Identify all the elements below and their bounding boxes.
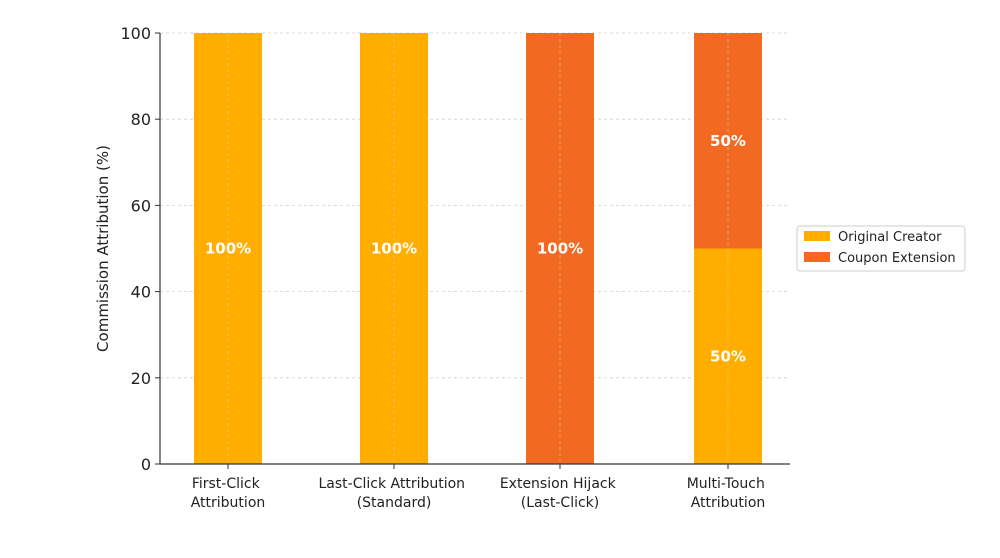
y-tick-label: 20 (131, 369, 151, 388)
data-label: 100% (205, 240, 251, 258)
x-tick-label-line: First-Click (192, 476, 264, 492)
bar-coupon-extension (694, 33, 762, 249)
x-tick-label-line: (Standard) (357, 495, 432, 511)
x-tick-label: Multi-Touch Attribution (687, 476, 770, 511)
x-tick-label-line: Multi-Touch (687, 476, 770, 492)
y-tick-label: 60 (131, 196, 151, 215)
y-tick-label: 100 (120, 24, 151, 43)
y-tick-label: 40 (131, 283, 151, 302)
y-tick-label: 80 (131, 110, 151, 129)
legend-swatch (804, 252, 830, 262)
legend-swatch (804, 231, 830, 241)
x-tick-label: Last-Click Attribution (Standard) (318, 476, 469, 511)
x-tick-label-line: Attribution (191, 495, 266, 511)
x-tick-label-line: Attribution (691, 495, 766, 511)
bar-original-creator (694, 248, 762, 464)
x-tick-label-line: Last-Click Attribution (318, 476, 469, 492)
legend-label: Original Creator (838, 230, 942, 245)
data-label: 100% (371, 240, 417, 258)
data-label: 50% (710, 347, 746, 365)
legend-label: Coupon Extension (838, 251, 956, 266)
y-axis-label: Commission Attribution (%) (94, 145, 112, 352)
y-tick-label: 0 (141, 455, 151, 474)
x-tick-label: First-Click Attribution (191, 476, 266, 511)
data-label: 50% (710, 132, 746, 150)
bar-coupon-extension (526, 33, 594, 464)
x-tick-label: Extension Hijack (Last-Click) (500, 476, 620, 511)
x-tick-label-line: Extension Hijack (500, 476, 620, 492)
x-tick-label-line: (Last-Click) (521, 495, 600, 511)
legend-box (796, 225, 966, 272)
data-label: 100% (537, 240, 583, 258)
bar-original-creator (360, 33, 428, 464)
bar-original-creator (194, 33, 262, 464)
